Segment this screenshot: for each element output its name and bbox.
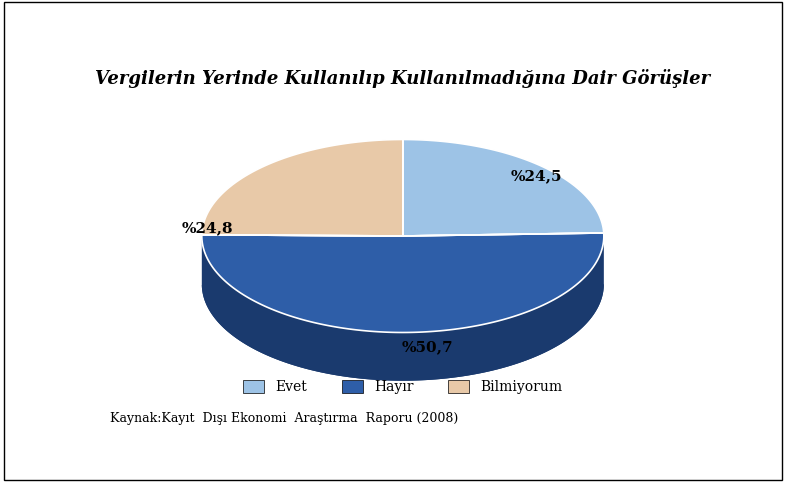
Text: %50,7: %50,7 <box>402 340 453 354</box>
Text: %24,8: %24,8 <box>182 222 233 236</box>
Text: Kaynak:Kayıt  Dışı Ekonomi  Araştırma  Raporu (2008): Kaynak:Kayıt Dışı Ekonomi Araştırma Rapo… <box>110 412 459 425</box>
Text: %24,5: %24,5 <box>511 170 563 184</box>
Text: Vergilerin Yerinde Kullanılıp Kullanılmadığına Dair Görüşler: Vergilerin Yerinde Kullanılıp Kullanılma… <box>95 69 711 88</box>
Polygon shape <box>202 236 604 381</box>
Polygon shape <box>403 139 604 236</box>
Polygon shape <box>202 139 403 236</box>
Polygon shape <box>202 284 604 381</box>
Polygon shape <box>202 233 604 333</box>
Legend: Evet, Hayır, Bilmiyorum: Evet, Hayır, Bilmiyorum <box>238 375 567 400</box>
